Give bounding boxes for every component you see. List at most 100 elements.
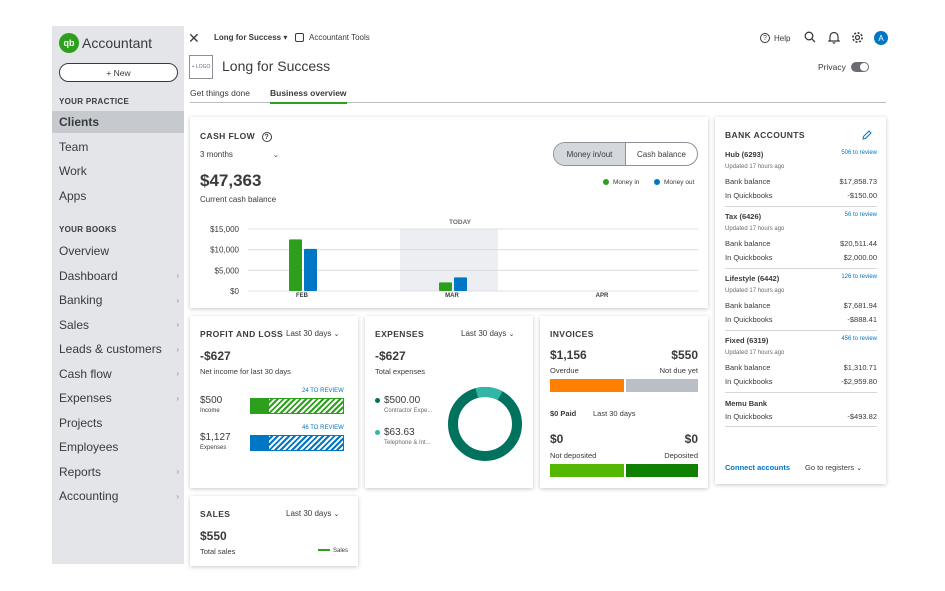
app-name: Accountant [82, 35, 153, 51]
cash-flow-card: CASH FLOW ? 3 months ⌄ Money in/out Cash … [190, 117, 708, 308]
pencil-icon[interactable] [862, 127, 872, 145]
sidebar-item-banking[interactable]: Banking › [52, 289, 184, 311]
profit-loss-title: PROFIT AND LOSS [200, 329, 284, 339]
paid-period: Last 30 days [593, 409, 636, 418]
bank-balance-row: Bank balance $17,858.73 [725, 177, 877, 186]
bank-account-item[interactable]: Hub (6293) 506 to review Updated 17 hours … [725, 147, 877, 207]
in-quickbooks-row: In Quickbooks -$2,959.80 [725, 377, 877, 386]
account-header-row: Lifestyle (6442) 126 to review [725, 274, 877, 283]
expenses-donut-chart[interactable] [447, 386, 523, 462]
bank-account-item[interactable]: Fixed (6319) 456 to review Updated 17 hour… [725, 333, 877, 393]
search-icon[interactable] [804, 31, 816, 46]
not-due-value: $550 [671, 348, 698, 362]
review-link[interactable]: 126 to review [841, 274, 877, 280]
tab-get-things-done[interactable]: Get things done [190, 88, 251, 98]
sidebar-item-employees[interactable]: Employees [52, 436, 184, 458]
sidebar-item-overview[interactable]: Overview [52, 240, 184, 262]
bank-account-item[interactable]: Tax (6426) 56 to review Updated 17 hours a… [725, 209, 877, 269]
profit-loss-sub: Net income for last 30 days [200, 367, 291, 376]
expenses-bar[interactable] [250, 435, 344, 451]
company-switcher[interactable]: Long for Success ▾ [214, 33, 288, 42]
today-highlight [400, 229, 498, 291]
sidebar-item-dashboard[interactable]: Dashboard › [52, 265, 184, 287]
bar-money-in[interactable] [439, 282, 452, 291]
tab-business-overview[interactable]: Business overview [270, 88, 347, 104]
bar-money-out[interactable] [304, 248, 317, 291]
review-link[interactable]: 456 to review [841, 336, 877, 342]
review-link[interactable]: 506 to review [841, 150, 877, 156]
bell-icon[interactable] [827, 31, 841, 47]
not-deposited-bar[interactable] [550, 464, 624, 477]
account-name: Lifestyle (6442) [725, 274, 780, 283]
sidebar-item-work[interactable]: Work [52, 160, 184, 182]
donut-slice-contractor[interactable] [448, 387, 522, 461]
briefcase-icon [295, 33, 304, 42]
sidebar-item-label: Dashboard [59, 268, 118, 283]
income-bar[interactable] [250, 398, 344, 414]
sidebar-item-team[interactable]: Team [52, 136, 184, 158]
not-due-label: Not due yet [659, 366, 698, 375]
sidebar-item-accounting[interactable]: Accounting › [52, 485, 184, 507]
privacy-toggle[interactable]: Privacy [818, 62, 869, 72]
sidebar-item-label: Banking [59, 293, 103, 307]
profit-loss-period-select[interactable]: Last 30 days ⌄ [286, 329, 340, 338]
info-icon[interactable]: ? [261, 132, 272, 142]
sales-period-select[interactable]: Last 30 days ⌄ [286, 509, 340, 518]
expense-item-1-label: Contractor Expe... [384, 408, 433, 414]
sidebar: qb Accountant + New YOUR PRACTICE Client… [52, 26, 184, 564]
money-in-out-toggle[interactable]: Money in/out [554, 143, 626, 165]
bar-money-out[interactable] [454, 277, 467, 291]
income-value: $500 [200, 395, 223, 406]
sidebar-item-leads-customers[interactable]: Leads & customers › [52, 338, 184, 360]
gear-icon[interactable] [851, 31, 864, 47]
cash-flow-view-toggle[interactable]: Money in/out Cash balance [553, 142, 698, 166]
close-icon[interactable]: ✕ [188, 30, 200, 46]
help-button[interactable]: ? Help [760, 33, 790, 43]
deposited-bar[interactable] [626, 464, 698, 477]
account-header-row: Hub (6293) 506 to review [725, 150, 877, 159]
company-logo-placeholder[interactable]: + LOGO [189, 55, 213, 79]
chevron-right-icon: › [176, 320, 179, 329]
expenses-title: EXPENSES [375, 329, 425, 339]
donut-slice-telephone[interactable] [447, 386, 523, 462]
not-due-bar[interactable] [626, 379, 698, 392]
cash-balance-label: Current cash balance [200, 195, 277, 204]
bank-account-item[interactable]: Lifestyle (6442) 126 to review Updated 17 … [725, 271, 877, 331]
memu-bank-account[interactable]: Memu Bank In Quickbooks -$493.82 [725, 397, 877, 427]
sidebar-item-projects[interactable]: Projects [52, 412, 184, 434]
income-review-link[interactable]: 24 TO REVIEW [302, 388, 344, 394]
cash-balance-toggle[interactable]: Cash balance [637, 149, 686, 159]
overdue-value: $1,156 [550, 348, 587, 362]
invoices-title: INVOICES [550, 329, 594, 339]
y-tick-label: $5,000 [215, 266, 240, 275]
new-button[interactable]: + New [59, 63, 178, 82]
sidebar-item-reports[interactable]: Reports › [52, 461, 184, 483]
sidebar-item-sales[interactable]: Sales › [52, 314, 184, 336]
account-header-row: Tax (6426) 56 to review [725, 212, 877, 221]
cash-flow-period-select[interactable]: 3 months ⌄ [200, 150, 279, 159]
expenses-period-select[interactable]: Last 30 days ⌄ [461, 329, 515, 338]
expenses-review-link[interactable]: 46 TO REVIEW [302, 425, 344, 431]
bar-money-in[interactable] [289, 239, 302, 291]
accountant-tools-button[interactable]: Accountant Tools [295, 33, 370, 42]
app-logo[interactable]: qb Accountant [59, 33, 152, 53]
deposited-label: Deposited [664, 451, 698, 460]
sidebar-item-apps[interactable]: Apps [52, 185, 184, 207]
connect-accounts-link[interactable]: Connect accounts [725, 463, 791, 472]
review-link[interactable]: 56 to review [844, 212, 877, 218]
account-name: Fixed (6319) [725, 336, 769, 345]
go-to-registers-link[interactable]: Go to registers ⌄ [805, 463, 863, 472]
deposited-value: $0 [684, 432, 698, 446]
sidebar-item-clients[interactable]: Clients [52, 111, 184, 133]
chevron-right-icon: › [176, 467, 179, 476]
practice-section-label: YOUR PRACTICE [59, 97, 130, 106]
toggle-switch[interactable] [850, 62, 869, 72]
overdue-bar[interactable] [550, 379, 624, 392]
user-avatar[interactable]: A [874, 31, 888, 45]
sales-legend: Sales [318, 548, 348, 554]
sidebar-item-cash-flow[interactable]: Cash flow › [52, 363, 184, 385]
sidebar-item-expenses[interactable]: Expenses › [52, 387, 184, 409]
updated-text: Updated 17 hours ago [725, 226, 785, 232]
chevron-right-icon: › [176, 369, 179, 378]
expense-item-2-label: Telephone & Int... [384, 440, 431, 446]
